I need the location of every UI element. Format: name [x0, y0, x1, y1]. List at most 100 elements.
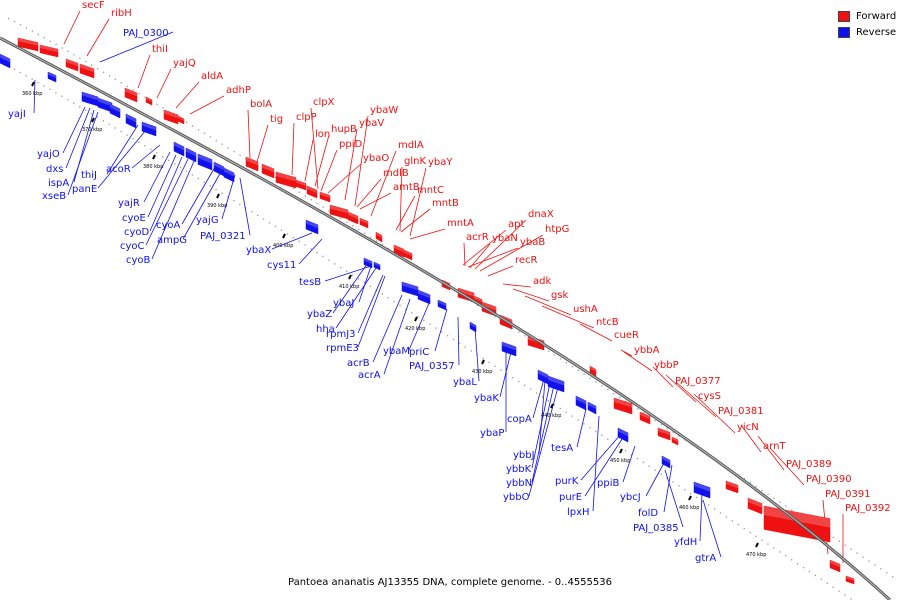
forward-gene-label[interactable]: mntB — [432, 198, 459, 209]
forward-gene-label[interactable]: dnaX — [528, 209, 554, 220]
reverse-gene-label[interactable]: tesB — [299, 277, 321, 288]
reverse-gene-label[interactable]: cyoD — [124, 227, 150, 238]
forward-gene-label[interactable]: hupB — [331, 124, 357, 135]
forward-gene-label[interactable]: ybaW — [370, 105, 398, 116]
forward-gene-label[interactable]: ntcB — [596, 317, 619, 328]
reverse-gene-label[interactable]: folD — [638, 508, 658, 519]
reverse-gene-label[interactable]: purE — [559, 492, 582, 503]
reverse-gene-label[interactable]: tesA — [551, 443, 573, 454]
forward-gene-label[interactable]: yicN — [737, 422, 759, 433]
reverse-gene-label[interactable]: cyoE — [122, 213, 146, 224]
forward-gene-label[interactable]: clpX — [313, 97, 335, 108]
forward-gene-label[interactable]: recR — [515, 255, 538, 266]
forward-gene-label[interactable]: cysS — [698, 391, 721, 402]
reverse-gene-label[interactable]: ybaZ — [307, 309, 332, 320]
reverse-gene-label[interactable]: rpmJ3 — [326, 329, 356, 340]
forward-gene-label[interactable]: thiI — [152, 44, 168, 55]
reverse-gene-label[interactable]: ybcJ — [620, 492, 641, 503]
forward-gene-label[interactable]: ushA — [573, 304, 598, 315]
scale-dot — [316, 202, 318, 205]
forward-gene-label[interactable]: secF — [82, 0, 105, 11]
forward-gene-label[interactable]: amtB — [393, 182, 420, 193]
reverse-gene-label[interactable]: ybaK — [474, 393, 499, 404]
reverse-gene-label[interactable]: ybaX — [246, 245, 271, 256]
forward-gene-label[interactable]: PAJ_0391 — [825, 489, 871, 500]
reverse-gene-label[interactable]: yajR — [118, 198, 140, 209]
reverse-gene-label[interactable]: acrA — [358, 370, 381, 381]
forward-gene-label[interactable]: ppiD — [339, 139, 362, 150]
forward-gene-label[interactable]: ribH — [111, 8, 132, 19]
forward-gene-label[interactable]: cueR — [614, 330, 639, 341]
reverse-gene-label[interactable]: PAJ_0357 — [409, 361, 455, 372]
reverse-gene-label[interactable]: PAJ_0385 — [633, 523, 679, 534]
forward-gene-label[interactable]: mdlB — [383, 168, 409, 179]
forward-gene-label[interactable]: glnK — [404, 156, 426, 167]
forward-gene-label[interactable]: ybbA — [634, 345, 660, 356]
reverse-gene-label[interactable]: copA — [507, 414, 532, 425]
forward-gene-label[interactable]: acrR — [466, 232, 489, 243]
forward-gene-label[interactable]: adhP — [226, 85, 251, 96]
forward-gene-label[interactable]: PAJ_0389 — [786, 459, 832, 470]
forward-gene-label[interactable]: bolA — [250, 99, 272, 110]
reverse-gene-label[interactable]: gtrA — [695, 553, 716, 564]
reverse-gene-label[interactable]: ybbO — [503, 492, 530, 503]
reverse-gene-label[interactable]: cyoB — [126, 255, 151, 266]
forward-gene-label[interactable]: ybaO — [363, 153, 389, 164]
reverse-gene-label[interactable]: ybaJ — [333, 298, 354, 309]
forward-gene-label[interactable]: arnT — [763, 441, 786, 452]
reverse-gene-label[interactable]: ampG — [157, 235, 187, 246]
reverse-gene-label[interactable]: cyoC — [120, 241, 145, 252]
forward-gene-label[interactable]: mntA — [447, 218, 474, 229]
forward-gene-label[interactable]: tig — [270, 114, 283, 125]
forward-gene-label[interactable]: mdlA — [398, 140, 424, 151]
reverse-gene-label[interactable]: ybbJ — [513, 450, 535, 461]
reverse-gene-label[interactable]: xseB — [42, 191, 66, 202]
forward-gene-label[interactable]: yajQ — [173, 58, 196, 69]
forward-gene-label[interactable]: lon — [315, 129, 330, 140]
forward-gene-label[interactable]: ybaV — [359, 118, 384, 129]
forward-gene-label[interactable]: gsk — [551, 290, 569, 301]
reverse-gene-label[interactable]: ybaP — [480, 428, 504, 439]
reverse-gene-label[interactable]: cyoA — [156, 220, 181, 231]
reverse-gene-label[interactable]: ybbN — [506, 478, 532, 489]
reverse-gene-label[interactable]: rpmE3 — [326, 343, 359, 354]
reverse-gene-label[interactable]: hha — [316, 324, 335, 335]
reverse-gene-label[interactable]: priC — [409, 347, 429, 358]
reverse-gene-label[interactable]: cys11 — [267, 260, 296, 271]
reverse-gene-label[interactable]: yajG — [196, 215, 219, 226]
forward-gene-label[interactable]: ybbP — [654, 360, 679, 371]
forward-gene-label[interactable]: ybaY — [428, 157, 453, 168]
forward-gene-label[interactable]: aldA — [201, 71, 223, 82]
reverse-gene-label[interactable]: lpxH — [567, 507, 590, 518]
forward-gene-label[interactable]: PAJ_0377 — [675, 376, 721, 387]
reverse-gene-label[interactable]: dxs — [46, 164, 63, 175]
reverse-gene-label[interactable]: ybaL — [453, 377, 477, 388]
forward-gene-label[interactable]: clpP — [296, 112, 317, 123]
reverse-gene-label[interactable]: purK — [555, 476, 579, 487]
reverse-gene-label[interactable]: thiJ — [81, 170, 97, 181]
reverse-gene-label[interactable]: ybbK — [506, 464, 532, 475]
reverse-gene-label[interactable]: PAJ_0321 — [200, 231, 246, 242]
forward-gene-label[interactable]: ybaN — [492, 233, 518, 244]
reverse-gene-label[interactable]: acrB — [347, 358, 370, 369]
reverse-gene-label[interactable]: yajO — [37, 149, 60, 160]
reverse-gene-label[interactable]: panE — [72, 184, 97, 195]
forward-gene-label[interactable]: ybaB — [520, 237, 545, 248]
reverse-gene-label[interactable]: ybaM — [383, 346, 410, 357]
reverse-gene-label[interactable]: ispA — [48, 178, 69, 189]
reverse-gene-label[interactable]: yfdH — [674, 537, 697, 548]
scale-dot — [636, 408, 639, 410]
reverse-gene-label[interactable]: acoR — [106, 164, 131, 175]
forward-gene-label[interactable]: PAJ_0392 — [845, 503, 891, 514]
forward-gene-label[interactable]: adk — [533, 276, 551, 287]
forward-gene-label[interactable]: htpG — [545, 224, 569, 235]
forward-gene-label[interactable]: PAJ_0381 — [718, 406, 764, 417]
reverse-gene-label[interactable]: ppiB — [597, 478, 619, 489]
forward-gene-label[interactable]: apt — [508, 219, 524, 230]
forward-gene-label[interactable]: mntC — [417, 185, 444, 196]
reverse-gene-label[interactable]: yajI — [8, 109, 26, 120]
forward-gene-label[interactable]: PAJ_0390 — [806, 474, 852, 485]
reverse-gene-label[interactable]: PAJ_0300 — [123, 28, 169, 39]
forward-gene-feature — [845, 575, 855, 585]
